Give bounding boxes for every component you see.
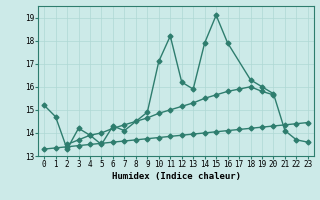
- X-axis label: Humidex (Indice chaleur): Humidex (Indice chaleur): [111, 172, 241, 181]
